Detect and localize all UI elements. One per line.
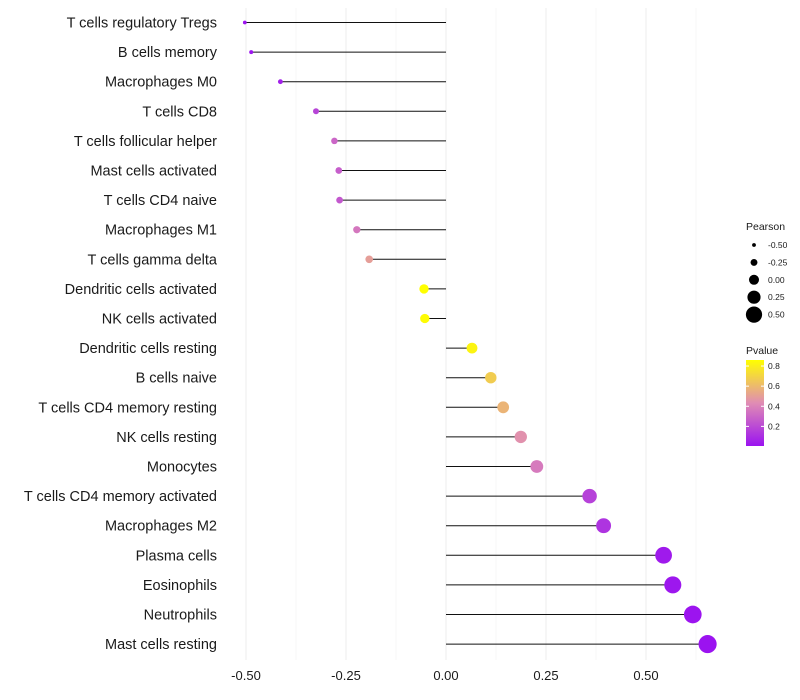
- x-tick-label: 0.50: [633, 668, 658, 683]
- data-point: [365, 255, 374, 264]
- y-tick-label: NK cells activated: [102, 312, 217, 328]
- x-tick-label: 0.00: [433, 668, 458, 683]
- stems: [244, 22, 708, 645]
- data-point: [242, 20, 247, 25]
- y-tick-label: Neutrophils: [144, 608, 217, 624]
- size-legend-key: [745, 306, 763, 323]
- data-point: [277, 79, 283, 85]
- data-point: [582, 488, 597, 504]
- color-legend-title: Pvalue: [746, 345, 778, 357]
- size-legend-label: -0.50: [768, 240, 788, 250]
- size-legend-title: Pearson: [746, 221, 785, 233]
- y-tick-label: B cells memory: [118, 45, 218, 61]
- y-tick-label: Macrophages M0: [105, 75, 217, 91]
- data-point: [497, 401, 510, 414]
- color-legend-label: 0.8: [768, 361, 780, 371]
- legends: Pearson -0.50 -0.25 0.00 0.25 0.50 Pvalue 0.8 0.…: [745, 221, 788, 446]
- y-tick-label: Plasma cells: [136, 548, 217, 564]
- data-point: [249, 50, 254, 55]
- data-point: [655, 546, 672, 564]
- color-legend-bar: [746, 360, 764, 446]
- data-point: [683, 605, 702, 624]
- data-point: [485, 372, 497, 384]
- data-point: [698, 635, 717, 654]
- y-tick-label: Macrophages M2: [105, 519, 217, 535]
- y-tick-label: T cells follicular helper: [74, 134, 217, 150]
- y-tick-label: T cells CD4 memory resting: [38, 400, 217, 416]
- data-point: [353, 226, 361, 234]
- y-tick-label: Dendritic cells resting: [79, 341, 217, 357]
- y-tick-label: B cells naive: [136, 371, 217, 387]
- data-point: [420, 313, 430, 324]
- x-tick-label: -0.50: [231, 668, 261, 683]
- size-legend-key: [748, 274, 760, 285]
- y-tick-label: T cells gamma delta: [88, 252, 218, 268]
- x-tick-label: 0.25: [533, 668, 558, 683]
- data-point: [313, 108, 319, 115]
- y-tick-label: Eosinophils: [143, 578, 217, 594]
- data-point: [335, 167, 343, 174]
- data-point: [419, 284, 429, 294]
- y-tick-label: Mast cells activated: [90, 164, 217, 180]
- y-tick-label: T cells CD8: [142, 104, 217, 120]
- points: [242, 20, 717, 654]
- y-tick-label: Macrophages M1: [105, 223, 217, 239]
- color-legend-label: 0.4: [768, 401, 780, 411]
- data-point: [466, 342, 478, 354]
- size-legend-label: 0.25: [768, 292, 785, 302]
- size-legend-key: [747, 290, 761, 304]
- data-point: [664, 576, 682, 594]
- y-tick-label: T cells regulatory Tregs: [67, 16, 217, 32]
- data-point: [514, 430, 527, 444]
- x-axis-ticks: -0.50 -0.25 0.00 0.25 0.50: [231, 668, 658, 683]
- color-legend-label: 0.6: [768, 381, 780, 391]
- y-axis-labels: T cells regulatory Tregs B cells memory Ma…: [24, 16, 218, 654]
- size-legend-label: -0.25: [768, 257, 788, 267]
- size-legend-label: 0.00: [768, 275, 785, 285]
- data-point: [336, 196, 343, 204]
- x-tick-label: -0.25: [331, 668, 361, 683]
- size-legend-label: 0.50: [768, 310, 785, 320]
- y-tick-label: NK cells resting: [116, 430, 217, 446]
- y-tick-label: Monocytes: [147, 460, 217, 476]
- color-legend-label: 0.2: [768, 421, 780, 431]
- data-point: [530, 460, 544, 473]
- y-tick-label: T cells CD4 naive: [104, 193, 217, 209]
- data-point: [596, 518, 612, 534]
- grid-lines: [245, 8, 697, 660]
- y-tick-label: T cells CD4 memory activated: [24, 489, 217, 505]
- y-tick-label: Mast cells resting: [105, 637, 217, 653]
- data-point: [331, 137, 338, 145]
- size-legend-key: [752, 243, 756, 247]
- y-tick-label: Dendritic cells activated: [65, 282, 217, 298]
- size-legend-key: [750, 258, 758, 266]
